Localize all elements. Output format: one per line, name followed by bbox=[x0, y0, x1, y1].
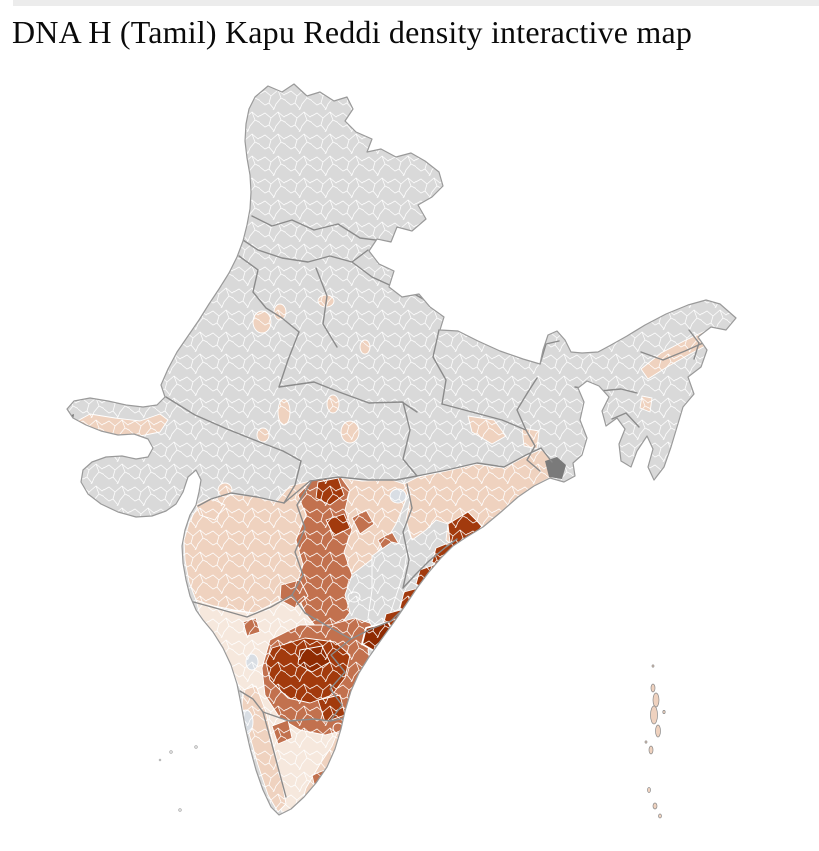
coastline bbox=[66, 83, 737, 816]
page-title: DNA H (Tamil) Kapu Reddi density interac… bbox=[12, 14, 693, 50]
top-scrollbar-strip bbox=[13, 0, 819, 6]
andaman-nicobar-islands[interactable] bbox=[644, 664, 666, 819]
lakshadweep-islands[interactable] bbox=[158, 745, 198, 812]
state-borders bbox=[165, 215, 704, 798]
